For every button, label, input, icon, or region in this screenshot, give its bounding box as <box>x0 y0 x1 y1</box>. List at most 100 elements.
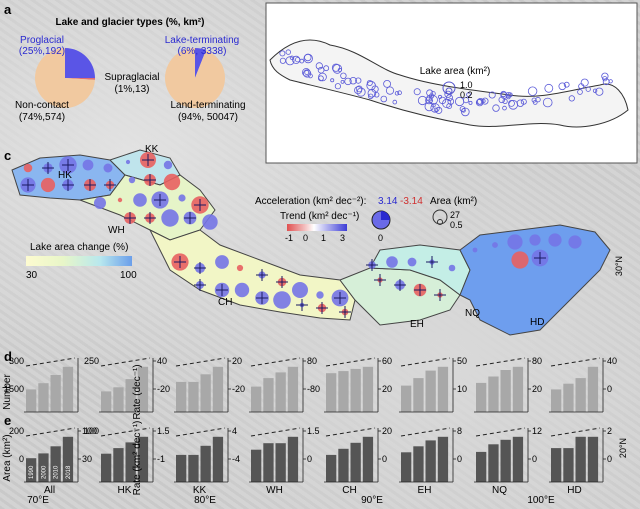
lake-dot <box>294 57 301 63</box>
panel-a-title: Lake and glacier types (%, km²) <box>56 17 205 28</box>
rate-tick-label: 60 <box>382 356 392 366</box>
proglacial-label: Proglacial <box>20 35 64 46</box>
lake-dot <box>417 95 428 106</box>
area-rate-line-eh <box>400 427 451 437</box>
rate-tick-label: -4 <box>232 454 240 464</box>
panel-d-rate-label: Rate (dec⁻¹) <box>132 364 143 419</box>
area-rate-line-hd <box>550 427 601 437</box>
lake-dot <box>568 95 575 102</box>
lake-dot <box>392 99 398 105</box>
count-tick-label: 1500 <box>4 384 24 394</box>
lake-trend-circle <box>472 247 478 253</box>
lake-dot <box>304 70 310 75</box>
count-tick-label: 250 <box>84 356 99 366</box>
lat-label-30: 30°N <box>614 256 624 276</box>
count-bar-all <box>50 375 61 412</box>
significance-cross <box>154 194 166 206</box>
lon-label-90: 90°E <box>361 495 383 506</box>
rate-tick-label: 80 <box>307 356 317 366</box>
count-rate-line-nq <box>475 357 526 367</box>
lake-dot <box>577 89 583 95</box>
area-bar-ch <box>326 454 337 482</box>
bar-year-label: 2010 <box>54 465 60 479</box>
lake-dot <box>349 76 357 85</box>
lake-dot <box>380 95 388 103</box>
lake-trend-circle <box>103 163 113 173</box>
lake-dot <box>542 97 553 108</box>
count-bar-nq <box>512 366 524 412</box>
significance-cross <box>62 159 74 171</box>
lake-dot <box>397 90 402 95</box>
lake-dot <box>289 55 295 60</box>
lake-dot <box>502 98 508 105</box>
count-tick-label: 0 <box>19 454 24 464</box>
map-symbols <box>20 152 582 318</box>
count-bar-wh <box>251 386 262 412</box>
lake-area-legend-title: Lake area (km²) <box>420 66 491 77</box>
area-bar-kk <box>176 454 187 482</box>
rate-tick-label: 0 <box>457 454 462 464</box>
area-bar-hk <box>125 442 136 482</box>
lake-trend-circle <box>529 234 541 246</box>
lake-trend-circle <box>202 214 218 230</box>
lake-dot <box>592 88 598 93</box>
glacier-pie-slice-lake-terminating <box>195 48 207 78</box>
lake-dot <box>385 86 395 95</box>
count-rate-line-hd <box>550 357 601 367</box>
lake-dot <box>505 92 512 98</box>
count-bar-ch <box>326 373 337 412</box>
lake-trend-circle <box>40 177 56 193</box>
lake-pie-slice-supraglacial <box>65 78 95 80</box>
lake-dot <box>444 90 452 98</box>
panel-label-c: c <box>4 148 11 163</box>
lake-area-legend-value-2: 0.2 <box>460 90 473 100</box>
significance-cross <box>339 306 351 318</box>
glacier-pie-slice-land-terminating <box>165 48 226 109</box>
lake-dot <box>334 83 341 90</box>
lake-dot <box>492 104 500 112</box>
lake-dot <box>307 73 313 79</box>
lake-dot <box>446 94 453 102</box>
lake-area-legend-small <box>445 87 453 95</box>
trend-tick-0: 0 <box>303 233 308 243</box>
area-bar-kk <box>200 445 211 482</box>
rate-tick-label: 0 <box>307 454 312 464</box>
lake-dot <box>394 91 400 96</box>
lake-trend-circle <box>511 251 529 269</box>
rate-tick-label: 10 <box>457 384 467 394</box>
count-bar-hd <box>551 389 562 412</box>
lake-terminating-label: Lake-terminating <box>165 35 239 46</box>
lake-dot <box>430 103 440 113</box>
count-bar-kk <box>212 366 224 412</box>
lake-pie-slice-non-contact <box>35 48 95 109</box>
bar-year-label: 1990 <box>29 465 35 479</box>
rate-tick-label: -20 <box>157 384 170 394</box>
significance-cross <box>184 212 196 224</box>
area-bar-wh <box>287 436 299 482</box>
significance-cross <box>394 279 406 291</box>
lake-dot <box>317 75 324 82</box>
rate-tick-label: 80 <box>532 356 542 366</box>
rate-tick-label: -80 <box>307 384 320 394</box>
area-rate-line-all <box>25 427 76 437</box>
lake-dot <box>481 99 486 103</box>
lake-type-pie <box>35 48 95 109</box>
significance-cross <box>426 256 438 268</box>
significance-cross <box>194 279 206 291</box>
lake-area-change-tick-30: 30 <box>26 270 38 281</box>
rate-tick-label: 20 <box>382 384 392 394</box>
significance-cross <box>434 289 446 301</box>
lake-trend-circle <box>125 159 131 165</box>
trend-colorbar <box>287 224 347 231</box>
glacier-type-pie <box>165 48 226 109</box>
bar-year-label: 2000 <box>41 465 47 479</box>
lake-trend-circle <box>407 257 417 267</box>
bar-region-label-hd: HD <box>567 485 581 496</box>
area-rate-line-wh <box>250 427 301 437</box>
count-tick-label: 200 <box>9 426 24 436</box>
bar-region-label-eh: EH <box>418 485 432 496</box>
rate-tick-label: -20 <box>232 384 245 394</box>
area-bar-all <box>62 436 74 482</box>
lake-trend-circle <box>128 176 136 184</box>
count-bar-kk <box>188 381 199 412</box>
